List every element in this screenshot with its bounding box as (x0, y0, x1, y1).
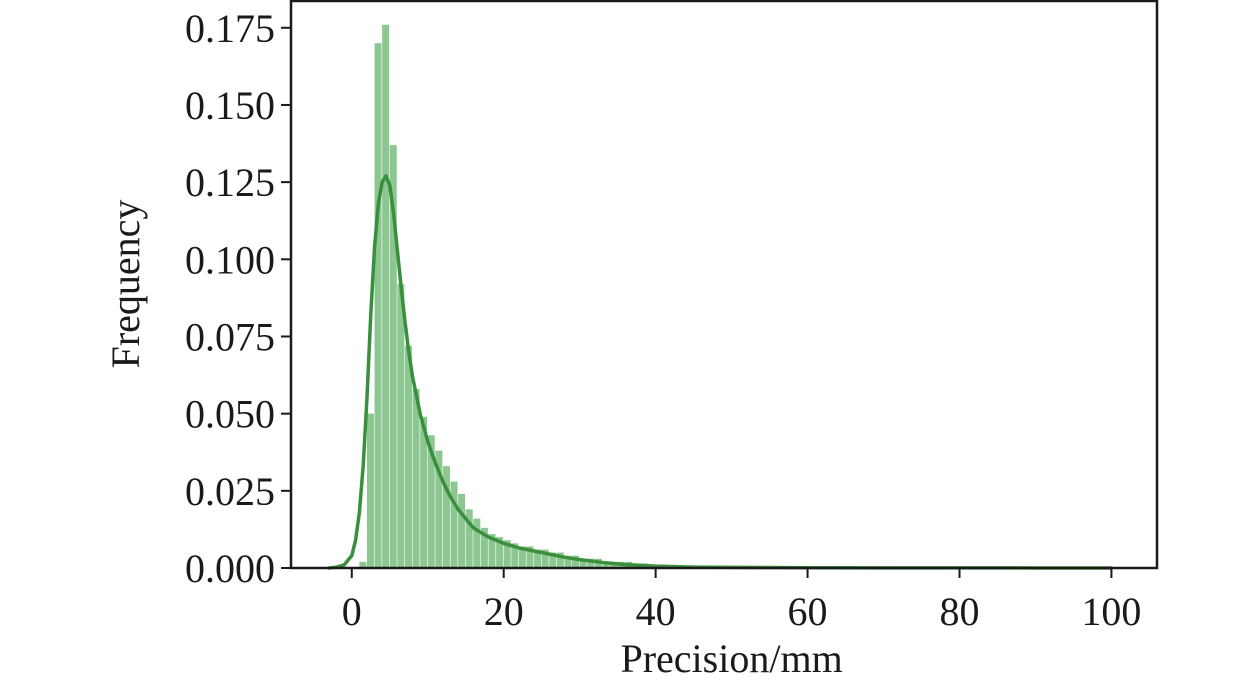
x-tick-label: 20 (484, 589, 524, 634)
histogram-bar (404, 345, 412, 568)
histogram-bar (549, 552, 557, 568)
histogram-bar (503, 540, 511, 568)
y-tick-label: 0.025 (185, 469, 275, 514)
histogram-bar (541, 549, 549, 568)
y-tick-label: 0.125 (185, 160, 275, 205)
histogram-bar (488, 534, 496, 568)
y-tick-label: 0.175 (185, 6, 275, 51)
y-tick-label: 0.050 (185, 392, 275, 437)
y-axis-label: Frequency (103, 200, 148, 369)
histogram-bar (397, 284, 405, 568)
x-axis-ticks: 0 20 40 60 80 100 (342, 568, 1141, 634)
histogram-bar (511, 543, 519, 568)
x-tick-label: 0 (342, 589, 362, 634)
histogram-bar (435, 450, 443, 568)
histogram-bar (442, 466, 450, 568)
x-tick-label: 40 (636, 589, 676, 634)
histogram-bar (389, 145, 397, 568)
plot-frame (289, 0, 1159, 570)
histogram-bar (602, 561, 610, 568)
histogram-bar (458, 493, 466, 568)
histogram-bar (587, 558, 595, 568)
y-tick-label: 0.100 (185, 237, 275, 282)
histogram-bar (427, 435, 435, 568)
x-tick-label: 100 (1081, 589, 1141, 634)
y-tick-label: 0.000 (185, 546, 275, 591)
histogram-bars (359, 24, 1119, 569)
histogram-bar (572, 555, 580, 568)
y-tick-label: 0.075 (185, 314, 275, 359)
kde-curve (327, 174, 1114, 570)
histogram-bar (374, 43, 382, 569)
histogram-bar (382, 24, 390, 568)
histogram-bar (366, 413, 374, 568)
y-axis-ticks: 0.000 0.025 0.050 0.075 0.100 0.125 0.150 0.175 (185, 6, 291, 591)
histogram-bar (579, 558, 587, 568)
histogram-bar (534, 549, 542, 568)
x-tick-label: 60 (788, 589, 828, 634)
histogram-bar (465, 509, 473, 568)
y-tick-label: 0.150 (185, 83, 275, 128)
x-tick-label: 80 (939, 589, 979, 634)
histogram-bar (496, 537, 504, 568)
x-axis-label: Precision/mm (620, 636, 842, 681)
histogram-bar (450, 481, 458, 568)
histogram-bar (412, 388, 420, 568)
histogram-bar (420, 416, 428, 568)
histogram-bar (564, 555, 572, 568)
histogram-bar (473, 518, 481, 568)
histogram-bar (359, 561, 367, 568)
histogram-bar (556, 552, 564, 568)
histogram-bar (526, 546, 534, 568)
histogram-bar (518, 546, 526, 568)
histogram-bar (480, 527, 488, 568)
